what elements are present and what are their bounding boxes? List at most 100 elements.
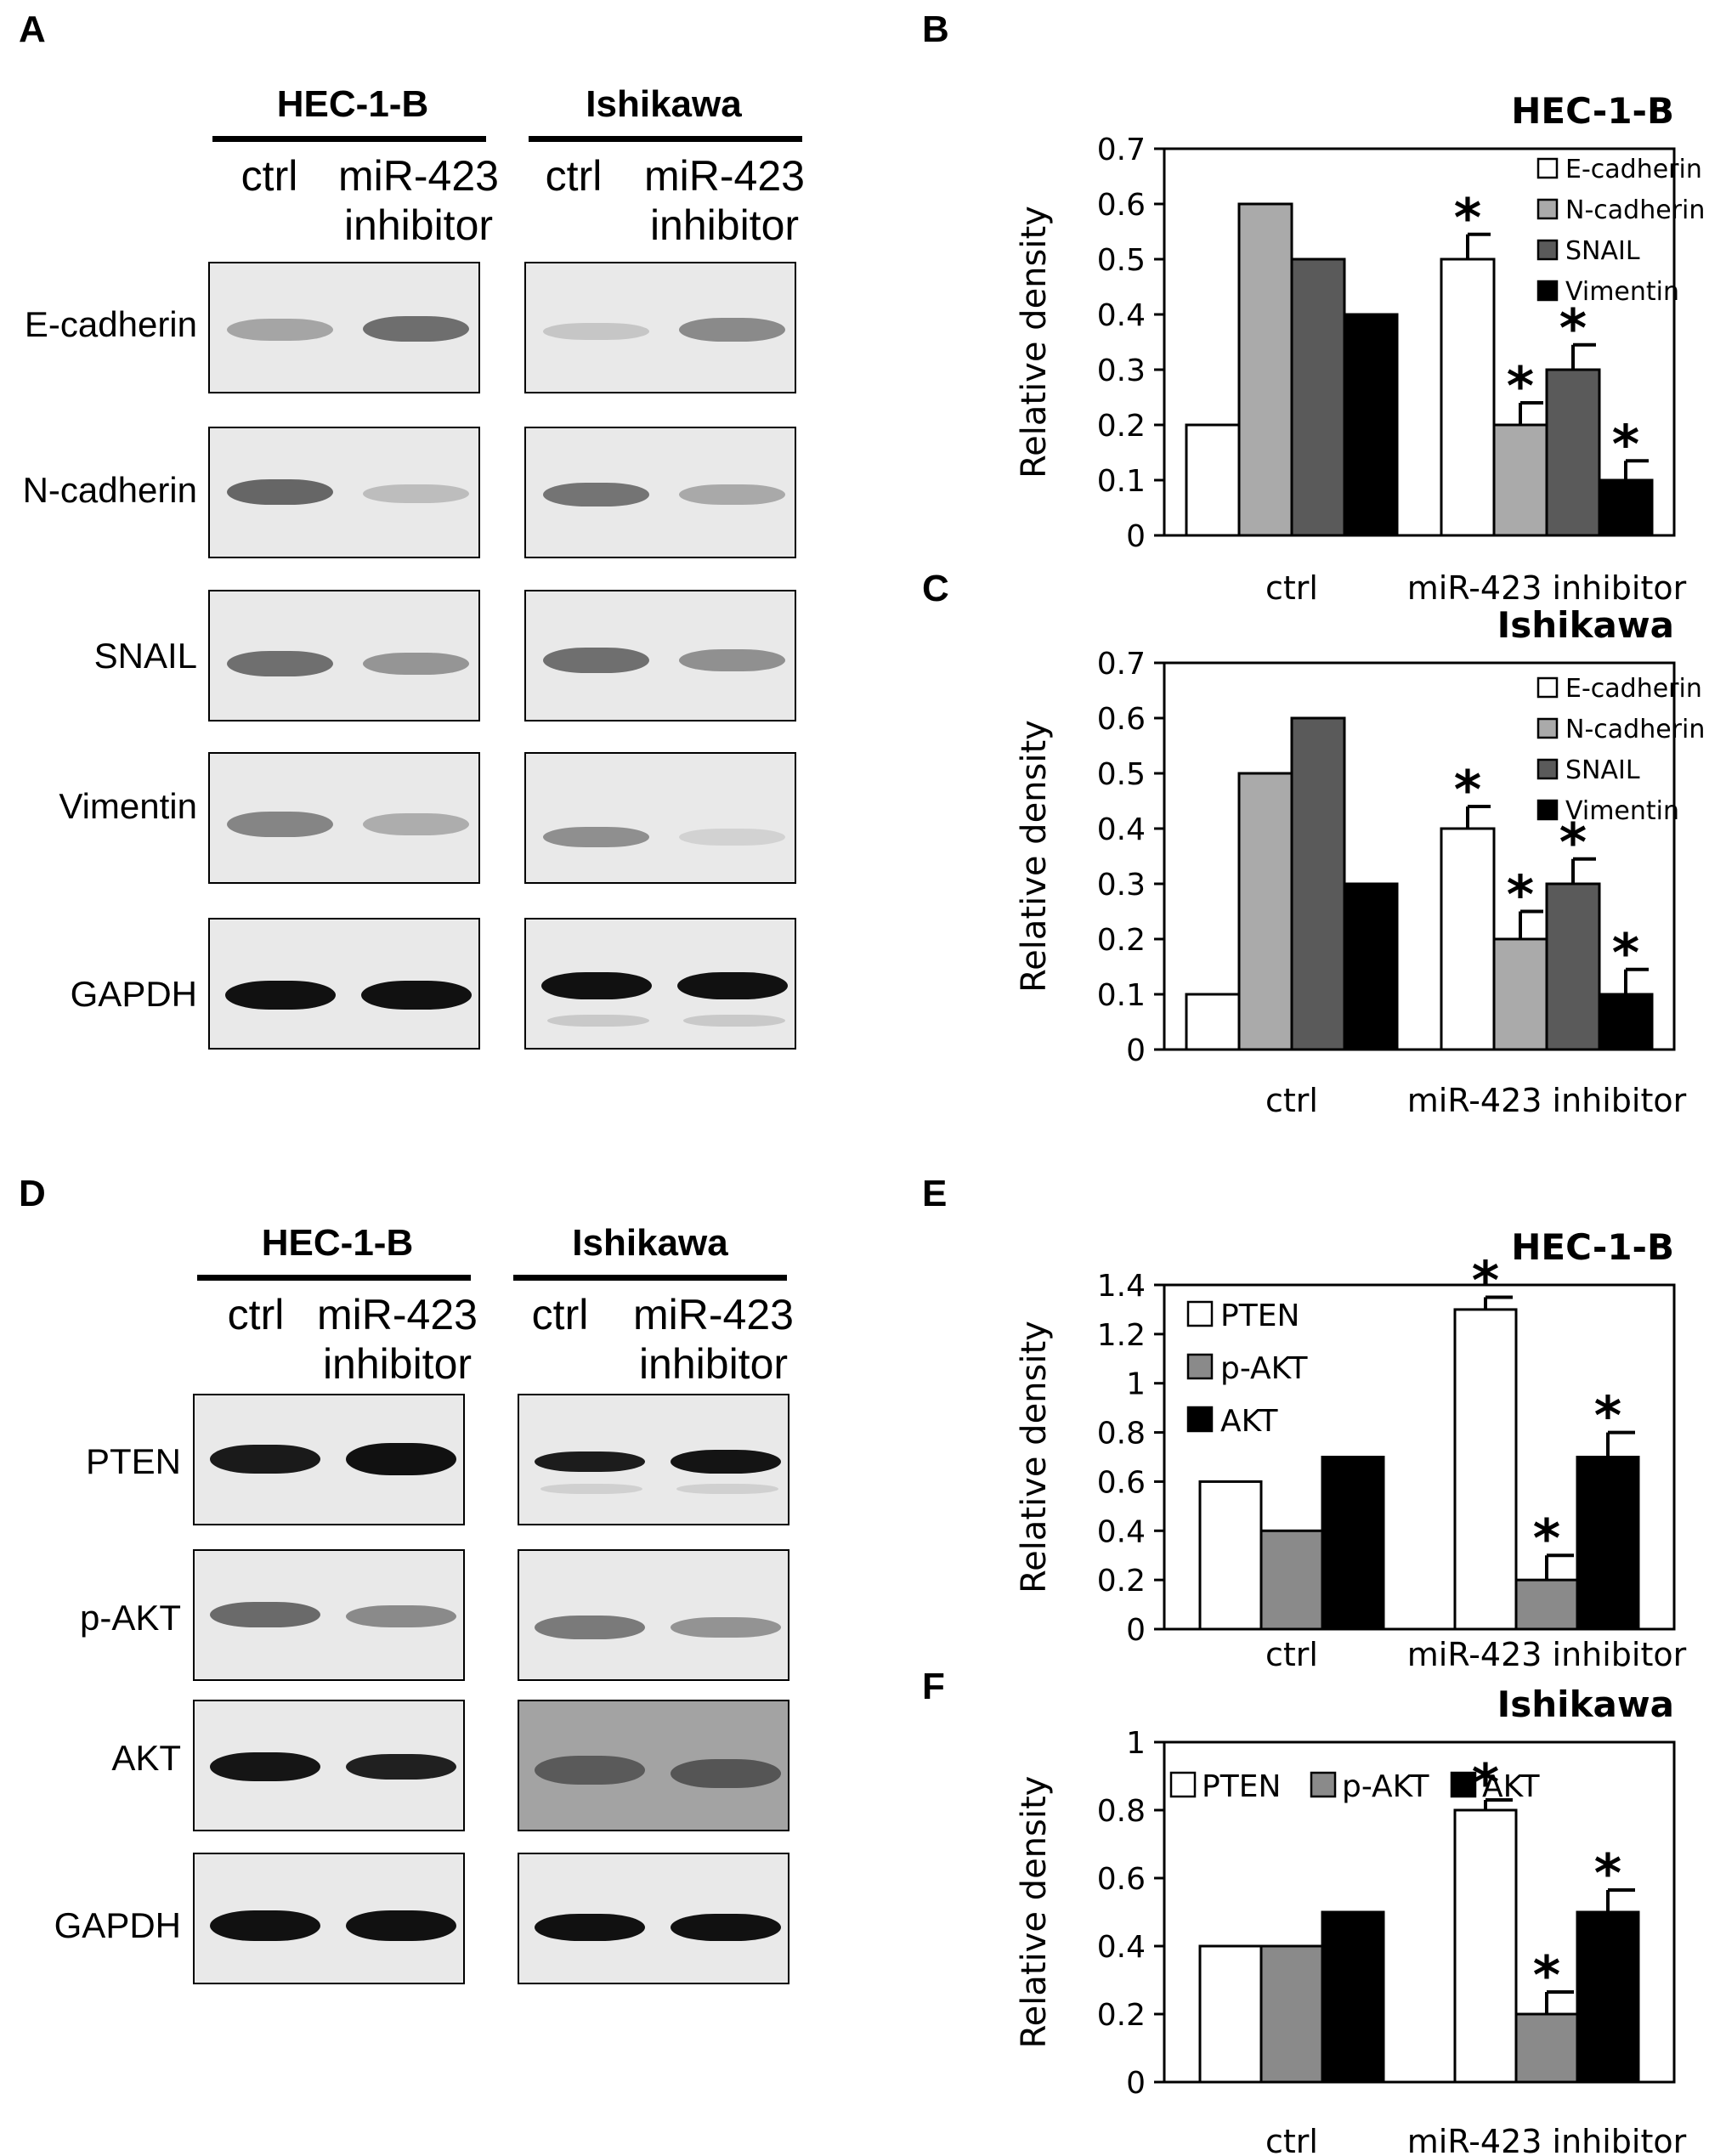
band <box>671 1759 781 1788</box>
y-tick-label: 0.2 <box>1097 409 1146 444</box>
significance-marker: * <box>1472 1249 1499 1311</box>
y-tick-label: 0.4 <box>1097 812 1146 847</box>
blot-a-row-label-snail: SNAIL <box>93 636 197 676</box>
blot-a-row-label-ncadherin: N-cadherin <box>22 470 197 510</box>
panel-label-c: C <box>922 568 949 609</box>
x-category-label: miR-423 inhibitor <box>1407 1636 1687 1673</box>
bar-n-cadherin <box>1492 423 1548 537</box>
blot-d-ishikawa-akt <box>518 1700 789 1831</box>
y-tick-label: 0 <box>1126 1613 1146 1648</box>
bar-vimentin <box>1598 993 1654 1051</box>
band <box>540 1484 642 1494</box>
band <box>210 1445 320 1474</box>
band <box>679 829 785 846</box>
panel-label-e: E <box>922 1173 948 1214</box>
band <box>679 484 785 505</box>
significance-marker: * <box>1507 355 1534 417</box>
bar-pten <box>1453 1308 1518 1631</box>
band <box>227 479 333 505</box>
band <box>679 649 785 671</box>
band <box>543 323 649 340</box>
y-tick-label: 0.4 <box>1097 1930 1146 1965</box>
band <box>210 1752 320 1781</box>
chart-title: Ishikawa <box>1497 604 1674 646</box>
x-category-label: ctrl <box>1265 569 1318 607</box>
blot-a-row-label-vimentin: Vimentin <box>59 786 197 826</box>
significance-marker: * <box>1612 413 1639 475</box>
band <box>671 1914 781 1941</box>
band <box>363 813 469 835</box>
bar-p-akt <box>1514 2012 1579 2084</box>
blot-a-ishikawa-gapdh <box>524 918 796 1050</box>
bar-pten <box>1453 1808 1518 2084</box>
band <box>346 1754 456 1780</box>
bar-n-cadherin <box>1492 937 1548 1051</box>
significance-marker: * <box>1559 297 1587 359</box>
y-tick-label: 0.6 <box>1097 1465 1146 1500</box>
blot-d-cell-line-hec1b: HEC-1-B <box>261 1222 414 1264</box>
y-tick-label: 1.2 <box>1097 1318 1146 1353</box>
y-tick-label: 0.2 <box>1097 923 1146 958</box>
legend-swatch <box>1536 280 1559 302</box>
y-tick-label: 0 <box>1126 2066 1146 2101</box>
x-category-label: ctrl <box>1265 1082 1318 1119</box>
significance-marker: * <box>1507 864 1534 926</box>
y-tick-label: 0.3 <box>1097 868 1146 903</box>
y-tick-label: 0 <box>1126 1033 1146 1068</box>
legend-label: AKT <box>1220 1404 1278 1439</box>
bar-e-cadherin <box>1440 257 1496 537</box>
blot-a-rule-ishikawa <box>529 136 802 142</box>
bar-akt <box>1576 1910 1640 2084</box>
legend-label: SNAIL <box>1565 755 1640 785</box>
panel-label-f: F <box>922 1666 945 1707</box>
y-tick-label: 0.7 <box>1097 647 1146 682</box>
y-tick-label: 0 <box>1126 519 1146 554</box>
legend-label: p-AKT <box>1342 1769 1429 1804</box>
band <box>535 1451 645 1472</box>
significance-marker: * <box>1533 1508 1560 1570</box>
legend-label: Vimentin <box>1565 277 1679 307</box>
blot-a-lane-ctrl-hec1b: ctrl <box>241 152 298 200</box>
x-category-label: ctrl <box>1265 1636 1318 1673</box>
panel-label-a: A <box>19 8 46 50</box>
blot-d-lane-inhibitor-ishikawa: miR-423 inhibitor <box>633 1291 794 1388</box>
legend-swatch <box>1536 799 1559 821</box>
bar-snail <box>1290 257 1346 537</box>
blot-a-hec1b-ncadherin <box>208 427 480 558</box>
band <box>671 1450 781 1474</box>
blot-d-row-label-akt: AKT <box>111 1738 181 1778</box>
legend-label: AKT <box>1482 1769 1540 1804</box>
band <box>210 1602 320 1627</box>
legend-label: E-cadherin <box>1565 674 1702 704</box>
y-tick-label: 0.5 <box>1097 243 1146 278</box>
band <box>227 651 333 676</box>
band <box>677 972 788 999</box>
blot-d-lane-ctrl-hec1b: ctrl <box>227 1291 285 1338</box>
band <box>543 483 649 506</box>
blot-a-hec1b-snail <box>208 590 480 721</box>
band <box>363 316 469 342</box>
band <box>346 1910 456 1941</box>
plot-frame <box>1163 661 1676 1051</box>
bar-snail <box>1545 368 1601 537</box>
bar-p-akt <box>1259 1529 1324 1631</box>
y-tick-label: 0.5 <box>1097 757 1146 792</box>
blot-a-rule-hec1b <box>212 136 486 142</box>
band <box>535 1914 645 1941</box>
blot-a-cell-line-ishikawa: Ishikawa <box>586 83 742 125</box>
bar-vimentin <box>1343 882 1399 1051</box>
blot-a-ishikawa-vimentin <box>524 752 796 884</box>
plot-frame <box>1163 147 1676 537</box>
chart-title: HEC-1-B <box>1511 90 1674 132</box>
band <box>676 1484 778 1494</box>
band <box>683 1015 785 1027</box>
blot-d-ishikawa-gapdh <box>518 1853 789 1984</box>
band <box>543 648 649 673</box>
blot-d-row-label-pakt: p-AKT <box>79 1598 181 1638</box>
significance-marker: * <box>1612 922 1639 984</box>
y-tick-label: 0.3 <box>1097 354 1146 388</box>
blot-d-hec1b-akt <box>193 1700 465 1831</box>
band <box>227 319 333 341</box>
bar-vimentin <box>1343 313 1399 537</box>
blot-a-row-label-ecadherin: E-cadherin <box>24 304 197 344</box>
